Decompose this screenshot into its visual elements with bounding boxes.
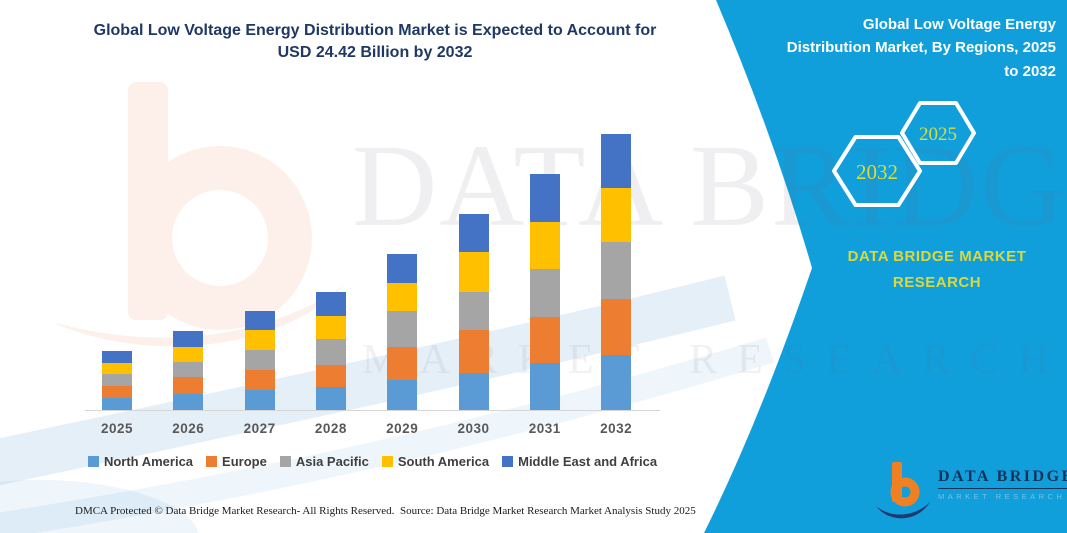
panel-title-line1: Global Low Voltage Energy [862, 16, 1056, 33]
bar-segment-south-america [601, 188, 632, 242]
legend-item-south-america: South America [381, 454, 490, 469]
legend-label: North America [103, 454, 194, 469]
bar-segment-south-america [315, 315, 346, 340]
legend-item-middle-east-and-africa: Middle East and Africa [502, 454, 657, 469]
chart-title-line1: Global Low Voltage Energy Distribution M… [93, 22, 657, 39]
hexagon-2025-label: 2025 [919, 124, 957, 145]
legend-swatch-icon [502, 456, 514, 467]
hexagon-2032-outline-icon [832, 135, 922, 207]
bar-segment-middle-east-and-africa [458, 213, 489, 253]
bar-segment-middle-east-and-africa [387, 253, 418, 283]
legend-swatch-icon [381, 456, 393, 467]
bar-segment-europe [458, 330, 489, 374]
bar-2026 [173, 331, 204, 410]
bar-segment-north-america [458, 373, 489, 410]
bar-segment-asia-pacific [173, 361, 204, 378]
bar-2031 [529, 174, 560, 410]
x-axis-label-2031: 2031 [528, 421, 561, 436]
bar-segment-north-america [387, 380, 418, 410]
bar-segment-middle-east-and-africa [102, 350, 132, 363]
dbmr-logo-tagline: MARKET RESEARCH [938, 492, 1066, 501]
bar-segment-south-america [244, 329, 275, 350]
bar-segment-asia-pacific [458, 292, 489, 331]
bar-segment-north-america [529, 363, 560, 410]
bar-2032 [601, 134, 632, 410]
x-axis-label-2030: 2030 [457, 421, 490, 436]
dbmr-logo-name: DATA BRIDGE [938, 468, 1067, 489]
bar-segment-europe [244, 369, 275, 391]
x-axis-label-2028: 2028 [314, 421, 347, 436]
bar-segment-asia-pacific [387, 310, 418, 347]
panel-title-line3: to 2032 [1004, 62, 1056, 80]
bar-segment-asia-pacific [315, 339, 346, 366]
footer-copyright: DMCA Protected © Data Bridge Market Rese… [75, 505, 395, 517]
bar-2027 [244, 311, 275, 410]
legend: North America Europe Asia Pacific South Ame… [70, 454, 675, 469]
panel-brand-text: DATA BRIDGE MARKET RESEARCH [812, 244, 1062, 297]
bar-segment-north-america [102, 397, 132, 410]
x-axis-label-2027: 2027 [243, 421, 276, 436]
bar-segment-north-america [173, 393, 204, 410]
bar-segment-asia-pacific [529, 268, 560, 317]
panel-brand-line1: DATA BRIDGE MARKET [847, 248, 1027, 265]
bar-segment-europe [315, 365, 346, 388]
bar-segment-asia-pacific [601, 241, 632, 300]
legend-label: Asia Pacific [295, 454, 369, 469]
bar-segment-south-america [458, 252, 489, 293]
faded-logo-b-icon [52, 82, 345, 347]
dbmr-logo: DATA BRIDGE MARKET RESEARCH [876, 460, 1067, 522]
legend-swatch-icon [206, 456, 218, 467]
legend-label: Middle East and Africa [518, 454, 658, 469]
panel-title-line2: Distribution Market, By Regions, 2025 [786, 39, 1056, 57]
bar-segment-europe [102, 385, 132, 398]
plot-area [85, 115, 660, 411]
bar-segment-middle-east-and-africa [244, 311, 275, 330]
bar-segment-middle-east-and-africa [315, 292, 346, 316]
bar-segment-europe [529, 316, 560, 364]
bar-2028 [315, 292, 346, 410]
hexagon-2032-label: 2032 [856, 160, 898, 184]
chart-title: Global Low Voltage Energy Distribution M… [55, 20, 695, 65]
panel-title: Global Low Voltage Energy Distribution M… [768, 13, 1056, 83]
legend-label: Europe [222, 454, 267, 469]
bar-segment-asia-pacific [244, 349, 275, 370]
x-axis-label-2026: 2026 [172, 421, 205, 436]
bar-2029 [387, 253, 418, 410]
dbmr-logo-text: DATA BRIDGE MARKET RESEARCH [938, 460, 1067, 501]
bar-segment-south-america [102, 362, 132, 375]
year-hexagons: 2032 2025 [832, 101, 976, 207]
panel-brand-line2: RESEARCH [892, 274, 982, 292]
hexagon-2025-outline-icon [900, 101, 976, 165]
legend-label: South America [397, 454, 490, 469]
bar-segment-europe [601, 299, 632, 356]
bar-segment-middle-east-and-africa [601, 134, 632, 189]
legend-item-north-america: North America [87, 454, 194, 469]
data-bridge-b-swoosh-icon [876, 462, 930, 519]
legend-item-asia-pacific: Asia Pacific [279, 454, 369, 469]
bar-segment-europe [173, 377, 204, 394]
bar-segment-middle-east-and-africa [529, 174, 560, 223]
legend-item-europe: Europe [206, 454, 267, 469]
bar-segment-south-america [529, 222, 560, 269]
bar-segment-north-america [244, 390, 275, 410]
bar-segment-north-america [315, 387, 346, 410]
bar-2025 [102, 350, 132, 410]
bar-segment-middle-east-and-africa [173, 331, 204, 347]
legend-swatch-icon [87, 456, 99, 467]
bar-segment-south-america [173, 346, 204, 362]
bar-segment-north-america [601, 355, 632, 410]
x-axis-label-2032: 2032 [600, 421, 633, 436]
x-axis-labels: 2025 2026 2027 2028 2029 2030 2031 2032 [85, 421, 660, 441]
legend-swatch-icon [279, 456, 291, 467]
footer-source: Source: Data Bridge Market Research Mark… [400, 505, 696, 517]
bar-segment-europe [387, 346, 418, 381]
x-axis-label-2029: 2029 [386, 421, 419, 436]
chart-title-line2: USD 24.42 Billion by 2032 [277, 44, 473, 62]
x-axis-label-2025: 2025 [100, 421, 134, 436]
bar-segment-asia-pacific [102, 374, 132, 386]
bar-2030 [458, 213, 489, 410]
bar-segment-south-america [387, 282, 418, 311]
